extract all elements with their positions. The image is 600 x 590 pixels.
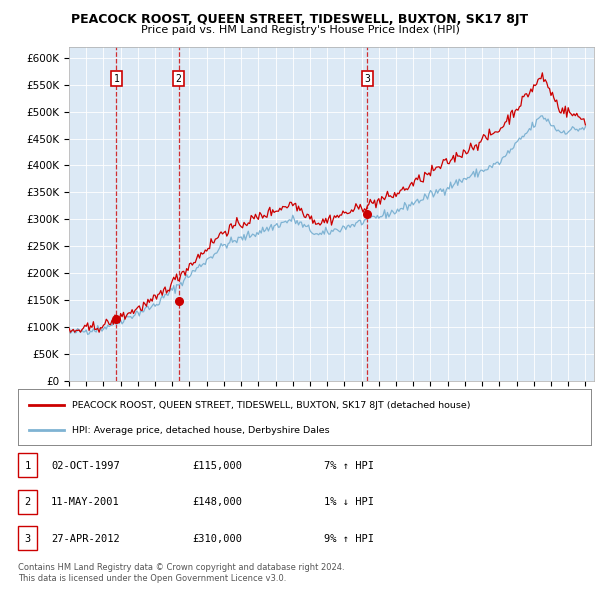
Text: This data is licensed under the Open Government Licence v3.0.: This data is licensed under the Open Gov… — [18, 574, 286, 583]
Text: 9% ↑ HPI: 9% ↑ HPI — [324, 534, 374, 544]
Text: HPI: Average price, detached house, Derbyshire Dales: HPI: Average price, detached house, Derb… — [73, 426, 330, 435]
Text: 2: 2 — [25, 497, 31, 507]
Text: 7% ↑ HPI: 7% ↑ HPI — [324, 461, 374, 471]
Text: 11-MAY-2001: 11-MAY-2001 — [51, 497, 120, 507]
Text: 3: 3 — [25, 534, 31, 544]
Text: £148,000: £148,000 — [192, 497, 242, 507]
Text: 3: 3 — [364, 74, 370, 84]
Text: Price paid vs. HM Land Registry's House Price Index (HPI): Price paid vs. HM Land Registry's House … — [140, 25, 460, 35]
Text: 2: 2 — [176, 74, 182, 84]
Text: 02-OCT-1997: 02-OCT-1997 — [51, 461, 120, 471]
Text: 27-APR-2012: 27-APR-2012 — [51, 534, 120, 544]
Text: £310,000: £310,000 — [192, 534, 242, 544]
Text: Contains HM Land Registry data © Crown copyright and database right 2024.: Contains HM Land Registry data © Crown c… — [18, 563, 344, 572]
Text: £115,000: £115,000 — [192, 461, 242, 471]
Text: PEACOCK ROOST, QUEEN STREET, TIDESWELL, BUXTON, SK17 8JT: PEACOCK ROOST, QUEEN STREET, TIDESWELL, … — [71, 13, 529, 26]
Text: 1: 1 — [25, 461, 31, 471]
Text: 1: 1 — [113, 74, 119, 84]
Text: 1% ↓ HPI: 1% ↓ HPI — [324, 497, 374, 507]
Text: PEACOCK ROOST, QUEEN STREET, TIDESWELL, BUXTON, SK17 8JT (detached house): PEACOCK ROOST, QUEEN STREET, TIDESWELL, … — [73, 401, 471, 409]
